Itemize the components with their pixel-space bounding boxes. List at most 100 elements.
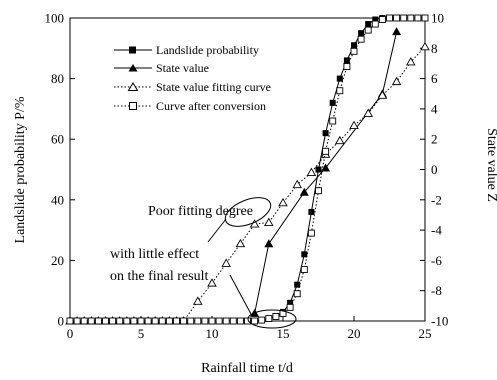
legend-marker-curve-after-conversion <box>129 102 137 110</box>
y-axis-label: Landslide probability P/% <box>13 96 28 243</box>
x-axis-ticks: 0 5 10 15 20 25 <box>67 316 432 341</box>
data-point <box>300 266 308 273</box>
legend-marker-landslide-probability <box>129 46 136 54</box>
y2-axis-ticks: -10 -8 -6 -4 -2 0 2 4 6 8 10 <box>420 11 448 329</box>
data-point <box>109 317 117 325</box>
y2-tick-label: 8 <box>431 41 438 56</box>
x-tick-label: 25 <box>419 326 432 341</box>
series-line <box>254 31 398 314</box>
legend: Landslide probability State value State … <box>114 43 271 113</box>
data-point <box>377 90 388 99</box>
data-point <box>151 317 159 325</box>
data-point <box>343 57 350 64</box>
y-tick-label: 40 <box>51 192 64 207</box>
legend-marker-fitting-curve <box>127 82 139 91</box>
annotation-little-effect-line2: on the final result <box>110 269 208 284</box>
data-point <box>351 42 357 49</box>
y-tick-label: 60 <box>51 132 64 147</box>
data-point <box>358 30 365 37</box>
data-point <box>393 14 401 22</box>
y2-tick-label: -4 <box>431 223 442 238</box>
y2-tick-label: 6 <box>431 71 438 86</box>
data-point <box>272 313 280 320</box>
x-tick-label: 5 <box>138 326 145 341</box>
data-point <box>322 130 329 137</box>
y2-tick-label: -8 <box>431 283 442 298</box>
data-point <box>321 163 331 172</box>
y2-tick-label: 10 <box>431 11 444 26</box>
data-point <box>279 309 287 317</box>
data-point <box>258 316 266 324</box>
data-point <box>130 317 138 325</box>
data-point <box>315 166 322 173</box>
data-point <box>306 167 317 176</box>
data-point <box>116 317 124 325</box>
data-point <box>299 187 309 196</box>
data-point <box>407 14 415 22</box>
little-effect-pointer <box>229 274 252 315</box>
data-point <box>365 21 372 28</box>
series-layer <box>65 14 430 325</box>
x-tick-label: 20 <box>348 326 361 341</box>
poor-fitting-ellipse <box>224 197 272 227</box>
legend-marker-state-value <box>128 64 138 72</box>
data-point <box>292 179 302 189</box>
data-point <box>363 108 373 117</box>
y2-tick-label: 2 <box>431 132 438 147</box>
data-point <box>364 26 372 34</box>
data-point <box>400 14 408 22</box>
data-point <box>391 76 402 86</box>
data-point <box>201 317 209 325</box>
y2-axis-label: State value Z <box>484 128 497 202</box>
y2-tick-label: 0 <box>431 162 438 177</box>
data-point <box>278 197 288 207</box>
annotation-ellipses <box>207 197 297 329</box>
data-point <box>371 20 379 28</box>
data-point <box>293 290 301 298</box>
y2-tick-label: -2 <box>431 192 442 207</box>
data-point <box>173 317 180 325</box>
data-point <box>264 239 274 248</box>
data-point <box>193 296 203 305</box>
data-point <box>265 315 273 323</box>
data-point <box>94 317 102 325</box>
data-point <box>222 317 230 325</box>
y-axis-ticks: 0 20 40 60 80 100 <box>45 11 75 329</box>
data-point <box>264 217 274 226</box>
poor-fitting-pointer <box>207 218 227 243</box>
x-tick-label: 0 <box>67 326 74 341</box>
data-point <box>315 187 322 195</box>
little-effect-ellipse <box>247 309 297 329</box>
y-tick-label: 0 <box>58 314 65 329</box>
data-point <box>215 317 223 325</box>
y-tick-label: 20 <box>51 253 64 268</box>
data-point <box>165 317 173 325</box>
data-point <box>207 278 217 287</box>
data-point <box>336 87 344 95</box>
data-point <box>392 27 402 36</box>
data-point <box>80 317 88 325</box>
data-point <box>180 317 188 325</box>
data-point <box>123 317 131 325</box>
annotation-poor-fitting: Poor fitting degree <box>148 204 253 219</box>
data-point <box>158 317 166 325</box>
y-tick-label: 100 <box>45 11 65 26</box>
legend-label-fitting-curve: State value fitting curve <box>156 80 271 94</box>
x-tick-label: 15 <box>277 326 290 341</box>
series-3 <box>66 14 429 325</box>
data-point <box>329 99 336 106</box>
data-point <box>244 317 251 325</box>
data-point <box>414 14 422 22</box>
data-point <box>251 317 259 325</box>
y2-tick-label: 4 <box>431 101 438 116</box>
annotation-little-effect-line1: with little effect <box>110 247 199 262</box>
data-point <box>335 135 345 145</box>
series-1 <box>250 27 402 317</box>
data-point <box>235 238 246 248</box>
data-point <box>236 317 244 325</box>
y-tick-label: 80 <box>51 71 64 86</box>
data-point <box>187 317 195 325</box>
data-point <box>137 317 145 325</box>
data-point <box>294 281 301 288</box>
x-axis-label: Rainfall time t/d <box>201 361 293 376</box>
